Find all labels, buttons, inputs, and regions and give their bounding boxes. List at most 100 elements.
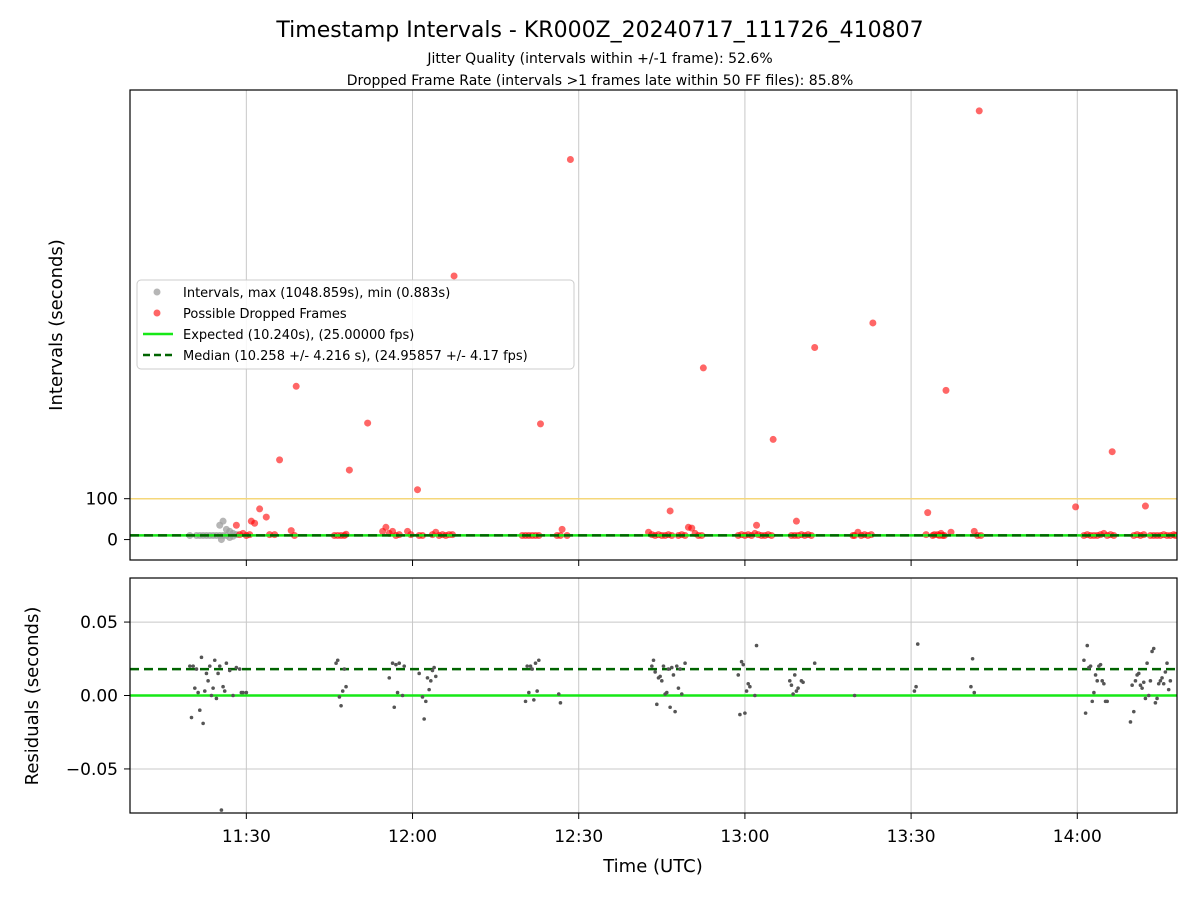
residual-point (339, 703, 343, 708)
residual-point (669, 665, 674, 670)
residual-point (1156, 681, 1161, 686)
residual-point (668, 705, 672, 710)
residual-point (1128, 720, 1133, 724)
residual-point (1105, 699, 1109, 704)
dropped-frame-point (975, 107, 983, 115)
dropped-frame-point (1141, 502, 1149, 510)
residual-point (222, 689, 227, 693)
interval-point (219, 517, 227, 525)
residual-point (402, 664, 407, 668)
residual-point (202, 689, 207, 693)
residual-point (1153, 701, 1158, 705)
residual-point (530, 667, 534, 671)
residual-point (207, 664, 212, 668)
residuals-ytick-label-2: −0.05 (66, 760, 118, 780)
residual-point (231, 693, 235, 698)
residual-point (1165, 661, 1169, 665)
residuals-points (188, 642, 1173, 812)
residual-point (674, 664, 679, 668)
residual-point (743, 711, 747, 715)
residual-point (204, 671, 209, 676)
dropped-frame-point (232, 521, 240, 529)
dropped-frame-point (753, 521, 761, 529)
residual-point (744, 689, 749, 693)
dropped-frame-point (666, 507, 674, 515)
xtick-label-0: 11:30 (222, 827, 271, 847)
residual-point (796, 686, 800, 690)
residual-point (191, 664, 195, 668)
dropped-frame-point (688, 524, 696, 532)
residual-point (1088, 664, 1093, 668)
intervals-grid (245, 90, 1078, 560)
dropped-frame-point (364, 419, 372, 427)
residual-point (660, 679, 664, 683)
residual-point (1130, 683, 1134, 688)
residual-point (1136, 671, 1141, 676)
residual-point (741, 662, 746, 667)
residual-point (390, 661, 395, 665)
residual-point (212, 658, 217, 663)
residual-point (337, 695, 342, 699)
legend-label-intervals: Intervals, max (1048.859s), min (0.883s) (183, 286, 450, 301)
residual-point (188, 664, 192, 668)
dropped-frame-point (792, 517, 800, 525)
residual-point (1166, 687, 1171, 692)
residual-point (425, 676, 430, 680)
dropped-frame-point (869, 319, 877, 327)
residual-point (387, 676, 392, 680)
residual-point (397, 661, 402, 665)
residual-point (537, 658, 541, 663)
dropped-frame-point (292, 382, 300, 390)
residual-point (198, 708, 202, 712)
residual-point (791, 692, 795, 696)
residual-point (1083, 711, 1088, 715)
xtick-label-4: 13:30 (887, 827, 936, 847)
dropped-frame-point (1072, 503, 1080, 511)
dropped-frame-point (382, 523, 390, 531)
residual-point (429, 679, 433, 683)
intervals-panel: 0 100 Intervals (seconds) Intervals, max … (46, 89, 1178, 566)
residual-point (196, 690, 200, 695)
residuals-ticks: 11:30 12:00 12:30 13:00 13:30 14:00 0.05 0.00 −0… (66, 613, 1102, 847)
dropped-frame-point (769, 435, 777, 443)
xtick-label-2: 12:30 (554, 827, 603, 847)
residual-point (1095, 679, 1100, 683)
residual-point (676, 686, 681, 690)
dropped-frame-point (811, 343, 819, 351)
intervals-ytick-label-1: 100 (86, 490, 118, 510)
residual-point (1085, 643, 1090, 648)
residual-point (739, 659, 744, 664)
dropped-frame-point (345, 466, 353, 474)
residual-point (1140, 686, 1144, 690)
residual-point (678, 667, 682, 671)
legend-box (136, 279, 575, 370)
residual-point (972, 690, 977, 695)
residuals-ytick-label-1: 0.00 (80, 687, 118, 707)
residuals-panel: 11:30 12:00 12:30 13:00 13:30 14:00 0.05 0.00 −0… (22, 577, 1178, 877)
residual-point (1100, 679, 1105, 683)
residual-point (1148, 679, 1153, 683)
residual-point (422, 717, 426, 721)
residual-point (1168, 679, 1173, 683)
residual-point (189, 715, 194, 720)
residual-point (812, 661, 817, 665)
xtick-label-3: 13:00 (720, 827, 769, 847)
legend: Intervals, max (1048.859s), min (0.883s)… (136, 279, 575, 370)
residual-point (852, 693, 857, 698)
residual-point (1131, 709, 1136, 714)
residual-point (525, 664, 529, 668)
residual-point (1090, 699, 1095, 704)
dropped-frame-point (536, 420, 544, 428)
residual-point (417, 671, 421, 676)
residual-point (1150, 649, 1154, 654)
chart-subtitle-jitter: Jitter Quality (intervals within +/-1 fr… (426, 51, 772, 67)
residual-point (528, 664, 533, 668)
residual-point (787, 679, 792, 683)
residual-point (1143, 696, 1148, 701)
residual-point (214, 696, 219, 701)
residual-point (344, 684, 348, 689)
residual-point (194, 667, 199, 671)
residual-point (216, 671, 220, 676)
dropped-frame-point (942, 386, 950, 394)
residual-point (1102, 681, 1106, 686)
